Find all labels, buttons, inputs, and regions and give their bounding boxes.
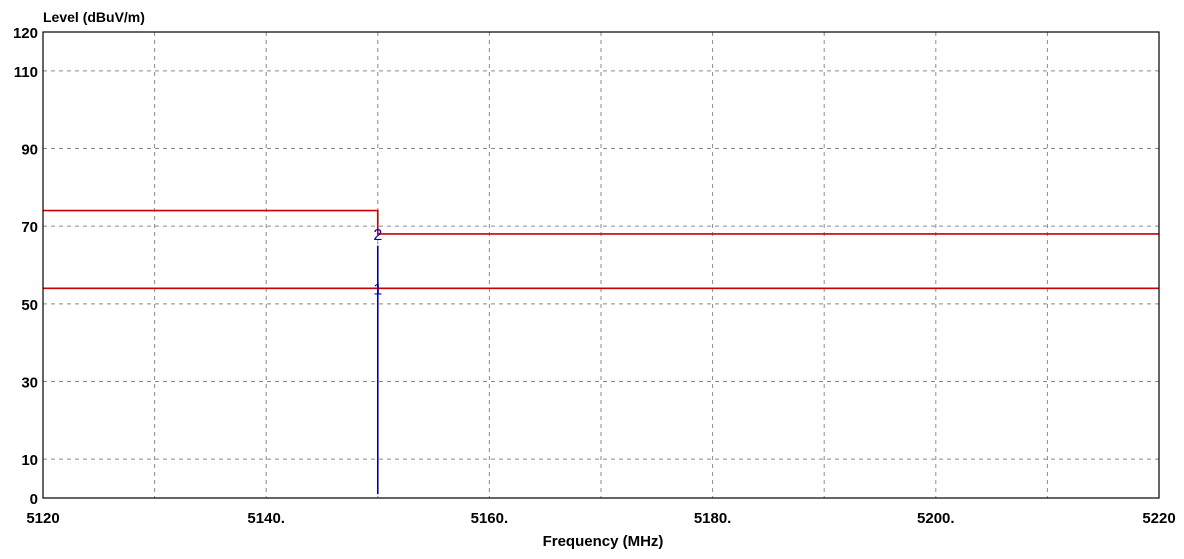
grid xyxy=(43,32,1159,498)
x-tick-label: 5160. xyxy=(471,510,509,527)
y-tick-label: 10 xyxy=(21,452,38,469)
marker-label-2: 2 xyxy=(373,227,382,244)
x-axis-label: Frequency (MHz) xyxy=(543,533,664,550)
x-axis-ticks: 5120 5140. 5160. 5180. 5200. 5220 xyxy=(26,510,1175,527)
x-tick-label: 5180. xyxy=(694,510,732,527)
plot-frame xyxy=(42,31,1160,499)
x-tick-label: 5120 xyxy=(26,510,59,527)
y-tick-label: 70 xyxy=(21,219,38,236)
y-axis-label: Level (dBuV/m) xyxy=(43,9,145,25)
y-tick-label: 0 xyxy=(30,491,38,508)
y-tick-label: 50 xyxy=(21,297,38,314)
x-tick-label: 5220 xyxy=(1142,510,1175,527)
series-layer xyxy=(43,209,1159,495)
y-axis-ticks: 0 10 30 50 70 90 110 120 xyxy=(13,25,38,508)
y-tick-label: 90 xyxy=(21,142,38,159)
marker-layer: 12 xyxy=(373,227,382,298)
x-tick-label: 5200. xyxy=(917,510,955,527)
y-tick-label: 110 xyxy=(14,64,38,81)
x-tick-label: 5140. xyxy=(247,510,285,527)
series-line-1 xyxy=(43,209,1159,235)
marker-label-1: 1 xyxy=(373,281,382,298)
y-tick-label: 120 xyxy=(13,25,38,42)
y-tick-label: 30 xyxy=(21,375,38,392)
